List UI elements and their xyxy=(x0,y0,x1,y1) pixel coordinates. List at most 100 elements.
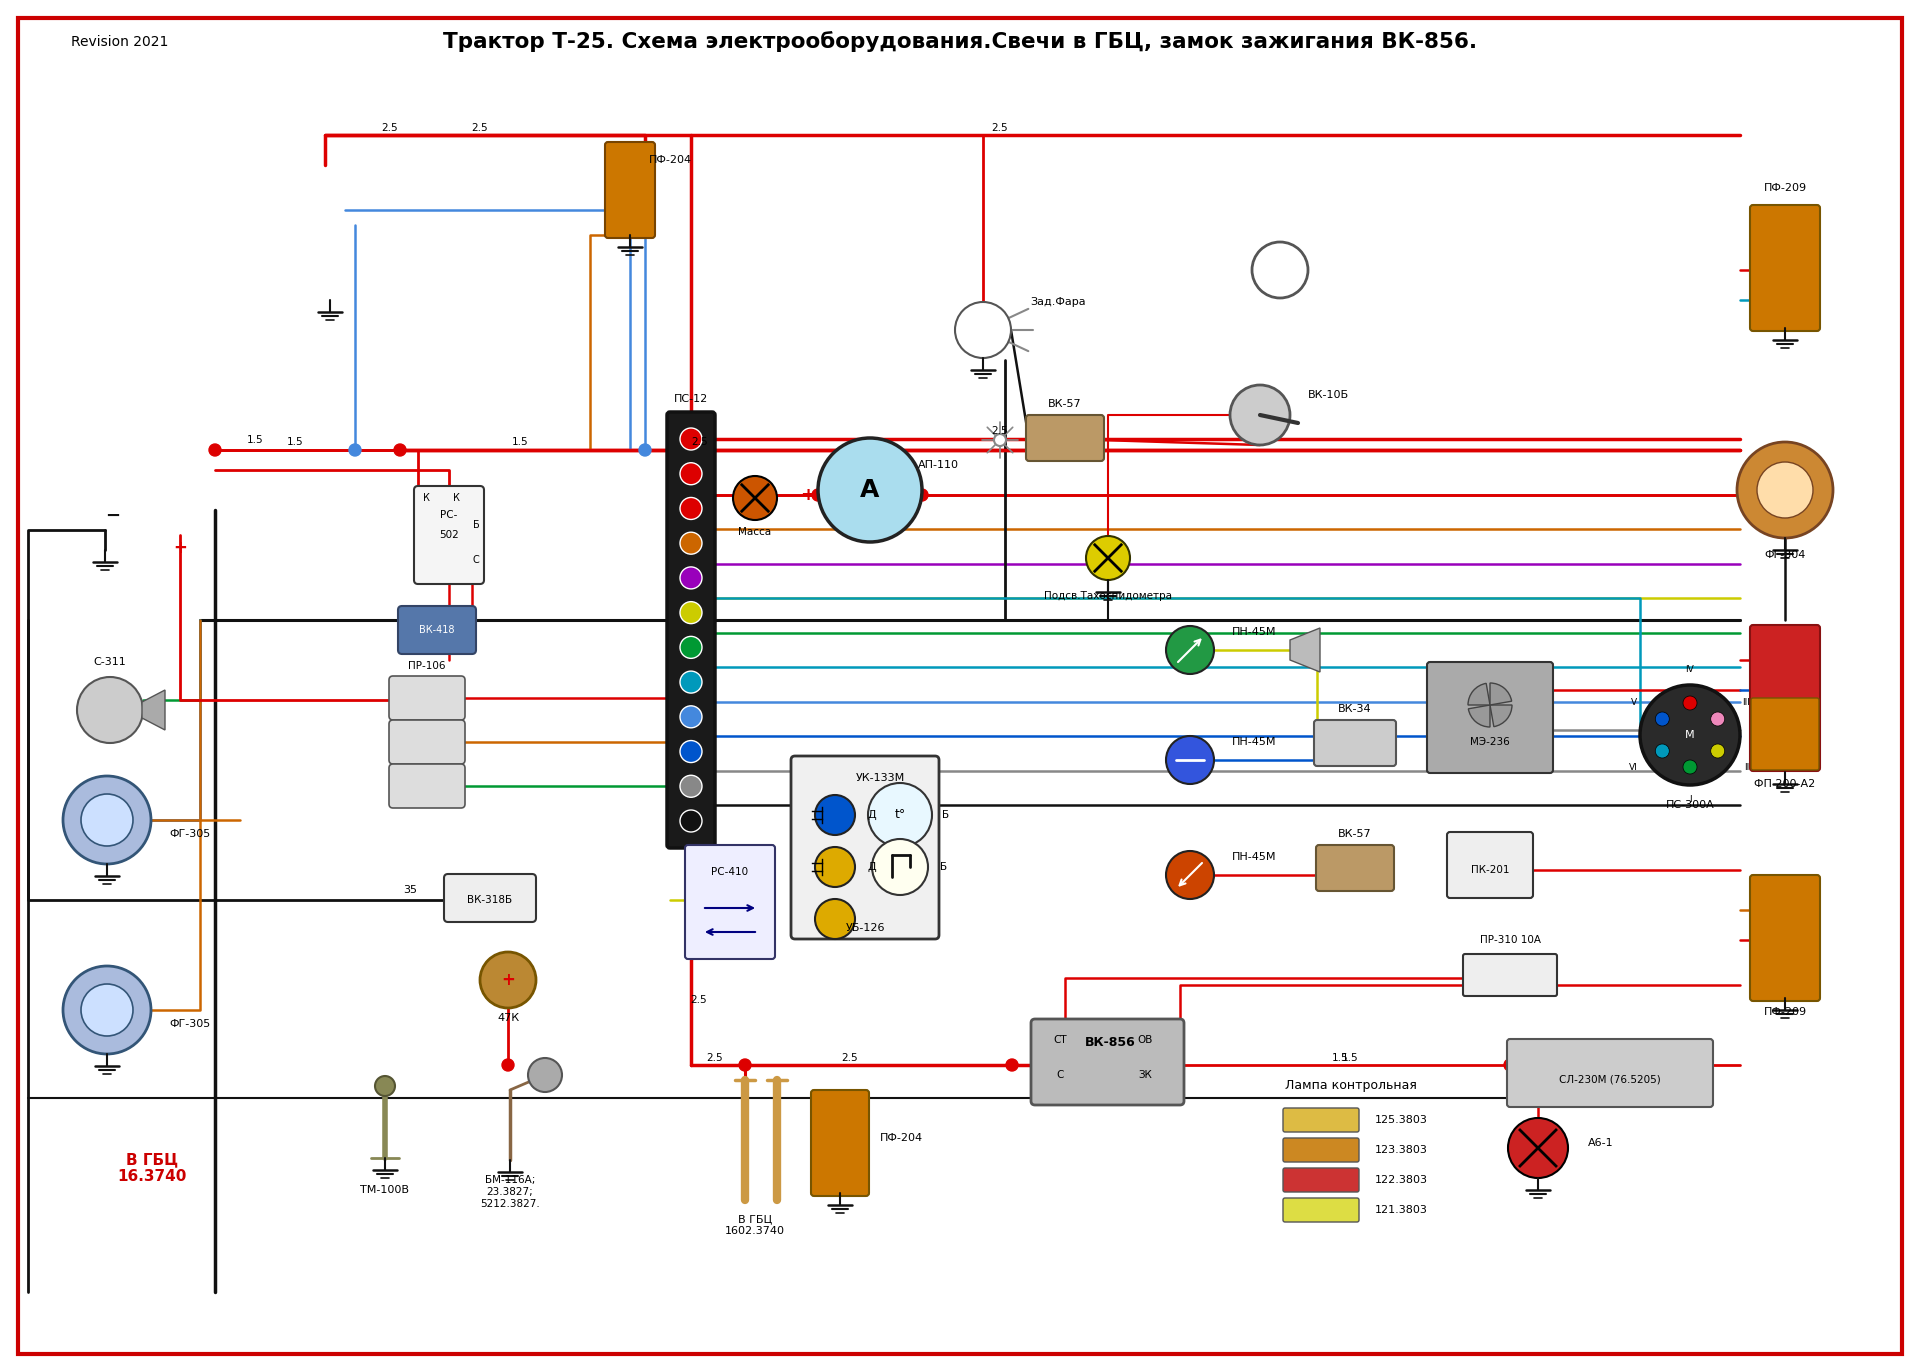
Text: IV: IV xyxy=(1686,665,1693,675)
Text: ПФ-204: ПФ-204 xyxy=(879,1133,924,1143)
Text: ПР-310 10А: ПР-310 10А xyxy=(1480,934,1540,945)
FancyBboxPatch shape xyxy=(1427,663,1553,772)
Circle shape xyxy=(1060,1059,1071,1072)
Text: ПР-106: ПР-106 xyxy=(409,661,445,671)
Circle shape xyxy=(1532,1059,1544,1072)
Circle shape xyxy=(680,809,703,831)
Circle shape xyxy=(63,966,152,1054)
Text: Трактор Т-25. Схема электрооборудования.Свечи в ГБЦ, замок зажигания ВК-856.: Трактор Т-25. Схема электрооборудования.… xyxy=(444,32,1476,52)
FancyBboxPatch shape xyxy=(605,141,655,237)
Text: А6-1: А6-1 xyxy=(1588,1137,1613,1148)
Text: МЭ-236: МЭ-236 xyxy=(1471,737,1509,746)
Text: 1.5: 1.5 xyxy=(246,435,263,445)
Circle shape xyxy=(812,488,824,501)
Circle shape xyxy=(916,488,927,501)
Text: Б: Б xyxy=(943,809,948,820)
FancyBboxPatch shape xyxy=(1025,414,1104,461)
Circle shape xyxy=(1507,1118,1569,1179)
Text: Подсв.Тахоспидометра: Подсв.Тахоспидометра xyxy=(1044,591,1171,601)
Circle shape xyxy=(680,428,703,450)
Circle shape xyxy=(814,794,854,836)
Text: ЗК: ЗК xyxy=(1139,1070,1152,1080)
FancyBboxPatch shape xyxy=(685,845,776,959)
Circle shape xyxy=(818,438,922,542)
Circle shape xyxy=(1503,1059,1517,1072)
FancyBboxPatch shape xyxy=(1031,1019,1185,1104)
Text: УБ-126: УБ-126 xyxy=(847,923,885,933)
Text: ВК-10Б: ВК-10Б xyxy=(1308,390,1350,401)
Text: К: К xyxy=(422,493,430,504)
Circle shape xyxy=(680,671,703,693)
FancyBboxPatch shape xyxy=(810,1089,870,1196)
FancyBboxPatch shape xyxy=(1313,720,1396,766)
Text: 502: 502 xyxy=(440,530,459,541)
Circle shape xyxy=(995,434,1006,446)
Circle shape xyxy=(480,952,536,1008)
Text: К: К xyxy=(453,493,459,504)
FancyBboxPatch shape xyxy=(1283,1168,1359,1192)
Circle shape xyxy=(1165,626,1213,674)
Text: ТМ-100В: ТМ-100В xyxy=(361,1185,409,1195)
FancyBboxPatch shape xyxy=(1749,626,1820,771)
Text: БМ-116А;
23.3827;
5212.3827.: БМ-116А; 23.3827; 5212.3827. xyxy=(480,1176,540,1209)
Text: С: С xyxy=(472,556,480,565)
Text: 2.5: 2.5 xyxy=(993,123,1008,133)
Circle shape xyxy=(81,794,132,847)
Circle shape xyxy=(680,741,703,763)
Circle shape xyxy=(739,1059,751,1072)
Circle shape xyxy=(1252,241,1308,298)
Text: ПН-45М: ПН-45М xyxy=(1233,737,1277,746)
Text: −: − xyxy=(106,508,121,525)
Text: VI: VI xyxy=(1630,763,1638,772)
Text: ФГ-305: ФГ-305 xyxy=(169,829,211,840)
Circle shape xyxy=(77,676,142,744)
Text: ПС-12: ПС-12 xyxy=(674,394,708,403)
Text: ПН-45М: ПН-45М xyxy=(1233,627,1277,637)
Text: 47К: 47К xyxy=(497,1013,518,1024)
Text: ПФ-209: ПФ-209 xyxy=(1763,1007,1807,1017)
Circle shape xyxy=(680,602,703,624)
Circle shape xyxy=(680,637,703,659)
FancyBboxPatch shape xyxy=(444,874,536,922)
Text: +: + xyxy=(501,971,515,989)
Text: 122.3803: 122.3803 xyxy=(1375,1174,1428,1185)
Circle shape xyxy=(680,775,703,797)
Text: t°: t° xyxy=(895,808,906,822)
Text: СТ: СТ xyxy=(1054,1034,1068,1045)
Text: УК-133М: УК-133М xyxy=(856,772,904,783)
Circle shape xyxy=(680,498,703,520)
FancyBboxPatch shape xyxy=(390,676,465,720)
Text: Д: Д xyxy=(868,862,876,873)
Text: 2.5: 2.5 xyxy=(993,425,1008,436)
Circle shape xyxy=(814,899,854,938)
Text: РС-: РС- xyxy=(440,510,457,520)
Polygon shape xyxy=(1290,628,1321,672)
Text: 121.3803: 121.3803 xyxy=(1375,1205,1428,1216)
Circle shape xyxy=(394,445,405,456)
Wedge shape xyxy=(1469,705,1490,727)
FancyBboxPatch shape xyxy=(1283,1198,1359,1222)
Text: ФГ-304: ФГ-304 xyxy=(1764,550,1805,560)
Text: 1.5: 1.5 xyxy=(513,438,528,447)
Text: Масса: Масса xyxy=(739,527,772,536)
Text: ВК-34: ВК-34 xyxy=(1338,704,1371,713)
Circle shape xyxy=(1231,386,1290,445)
Circle shape xyxy=(1006,1059,1018,1072)
Circle shape xyxy=(1655,744,1668,757)
Text: 2.5: 2.5 xyxy=(472,123,488,133)
Wedge shape xyxy=(1490,683,1511,705)
Circle shape xyxy=(1655,712,1668,726)
Text: ПФ-204: ПФ-204 xyxy=(649,155,691,165)
FancyBboxPatch shape xyxy=(1507,1039,1713,1107)
Text: ВК-57: ВК-57 xyxy=(1338,829,1371,840)
Text: 2.5: 2.5 xyxy=(841,1052,858,1063)
Text: III: III xyxy=(1741,698,1751,707)
Circle shape xyxy=(501,1059,515,1072)
Circle shape xyxy=(374,1076,396,1096)
Circle shape xyxy=(680,567,703,589)
Text: 2.5: 2.5 xyxy=(707,1052,724,1063)
Text: Б: Б xyxy=(472,520,480,530)
Circle shape xyxy=(209,445,221,456)
Circle shape xyxy=(685,445,697,456)
Circle shape xyxy=(528,1058,563,1092)
